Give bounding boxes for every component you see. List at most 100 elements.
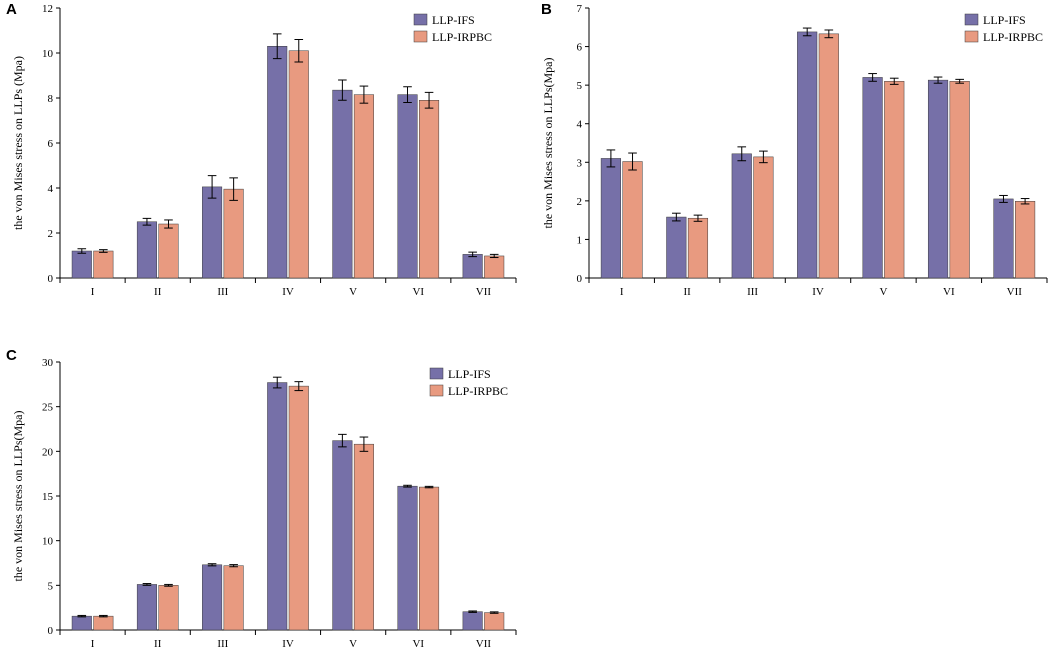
x-tick-label: VI: [412, 286, 424, 298]
bar-llp-ifs: [332, 89, 353, 279]
bar-llp-irpbc: [484, 255, 505, 279]
bar-llp-irpbc: [158, 585, 179, 631]
y-tick-label: 2: [48, 228, 54, 240]
x-tick-label: III: [747, 286, 758, 298]
x-tick-label: III: [217, 638, 228, 650]
y-tick-label: 0: [48, 625, 54, 637]
x-tick-label: IV: [812, 286, 824, 298]
legend-label-llp-ifs: LLP-IFS: [448, 367, 491, 381]
bar-llp-irpbc: [753, 156, 774, 279]
bar-llp-ifs: [71, 615, 92, 631]
y-tick-label: 5: [577, 80, 583, 92]
y-tick-label: 8: [48, 93, 54, 105]
bar-llp-ifs: [267, 46, 288, 279]
y-tick-label: 7: [577, 3, 583, 15]
x-tick-label: II: [683, 286, 691, 298]
bar-llp-ifs: [797, 31, 818, 279]
y-axis-title: the von Mises stress on LLPs(Mpa): [11, 411, 25, 582]
y-tick-label: 6: [48, 138, 54, 150]
bar-llp-irpbc: [687, 217, 709, 279]
bar-llp-irpbc: [223, 188, 244, 279]
x-tick-label: II: [154, 286, 162, 298]
panel-letter: A: [6, 1, 17, 18]
panel-letter: C: [6, 347, 17, 364]
bar-llp-ifs: [136, 221, 157, 279]
y-axis-title: the von Mises stress on LLPs (Mpa): [11, 56, 25, 230]
bar-llp-irpbc: [288, 385, 309, 631]
legend-swatch-llp-ifs: [964, 13, 979, 26]
bar-llp-irpbc: [818, 33, 839, 279]
bar-llp-ifs: [202, 564, 223, 631]
bar-llp-ifs: [927, 79, 949, 279]
panel-letter: B: [541, 1, 552, 18]
x-tick-label: IV: [282, 638, 294, 650]
y-tick-label: 10: [42, 536, 54, 548]
bar-llp-ifs: [666, 216, 687, 279]
x-tick-label: V: [349, 286, 357, 298]
bar-llp-irpbc: [419, 100, 440, 279]
bar-llp-ifs: [136, 584, 157, 631]
legend-label-llp-irpbc: LLP-IRPBC: [983, 30, 1043, 44]
legend-swatch-llp-irpbc: [964, 30, 979, 43]
legend-label-llp-irpbc: LLP-IRPBC: [448, 384, 508, 398]
legend-swatch-llp-ifs: [429, 367, 444, 380]
y-axis-title: the von Mises stress on LLPs(Mpa): [541, 58, 555, 229]
bar-llp-irpbc: [484, 612, 505, 631]
x-tick-label: I: [620, 286, 624, 298]
legend-swatch-llp-irpbc: [413, 30, 428, 43]
y-tick-label: 3: [577, 157, 583, 169]
x-tick-label: I: [91, 286, 95, 298]
x-tick-label: V: [349, 638, 357, 650]
y-tick-label: 15: [42, 491, 54, 503]
bar-llp-ifs: [862, 77, 883, 279]
legend-label-llp-ifs: LLP-IFS: [983, 13, 1026, 27]
x-tick-label: VI: [412, 638, 424, 650]
legend-swatch-llp-irpbc: [429, 384, 444, 397]
y-tick-label: 12: [42, 3, 53, 15]
bar-llp-irpbc: [93, 615, 114, 631]
x-tick-label: VII: [1007, 286, 1023, 298]
legend-label-llp-irpbc: LLP-IRPBC: [432, 30, 492, 44]
y-tick-label: 2: [577, 196, 583, 208]
x-tick-label: VII: [476, 286, 492, 298]
bar-llp-ifs: [600, 158, 621, 279]
bar-llp-ifs: [267, 382, 288, 631]
y-tick-label: 30: [42, 357, 54, 369]
y-tick-label: 0: [48, 273, 54, 285]
bar-llp-ifs: [71, 250, 92, 279]
bar-llp-ifs: [397, 485, 418, 631]
bar-llp-ifs: [731, 153, 752, 279]
bar-llp-ifs: [332, 440, 353, 631]
bar-llp-irpbc: [884, 81, 905, 279]
bar-llp-ifs: [462, 254, 483, 279]
bar-llp-irpbc: [353, 94, 374, 279]
y-tick-label: 25: [42, 402, 54, 414]
legend-label-llp-ifs: LLP-IFS: [432, 13, 475, 27]
bar-llp-ifs: [993, 198, 1014, 279]
bar-llp-irpbc: [288, 50, 309, 279]
x-tick-label: II: [154, 638, 162, 650]
x-tick-label: VII: [476, 638, 492, 650]
x-tick-label: IV: [282, 286, 294, 298]
legend-swatch-llp-ifs: [413, 13, 428, 26]
bar-llp-irpbc: [223, 565, 244, 631]
y-tick-label: 6: [577, 42, 583, 54]
x-tick-label: III: [217, 286, 228, 298]
y-tick-label: 5: [48, 580, 54, 592]
x-tick-label: VI: [943, 286, 955, 298]
bar-llp-irpbc: [93, 250, 114, 279]
bar-llp-irpbc: [419, 486, 440, 631]
x-tick-label: V: [879, 286, 887, 298]
bar-llp-ifs: [202, 186, 223, 279]
bar-llp-ifs: [462, 611, 483, 631]
bar-llp-irpbc: [158, 223, 179, 279]
y-tick-label: 20: [42, 446, 54, 458]
bar-llp-irpbc: [1015, 200, 1036, 279]
bar-llp-irpbc: [622, 161, 643, 279]
y-tick-label: 10: [42, 48, 54, 60]
x-tick-label: I: [91, 638, 95, 650]
